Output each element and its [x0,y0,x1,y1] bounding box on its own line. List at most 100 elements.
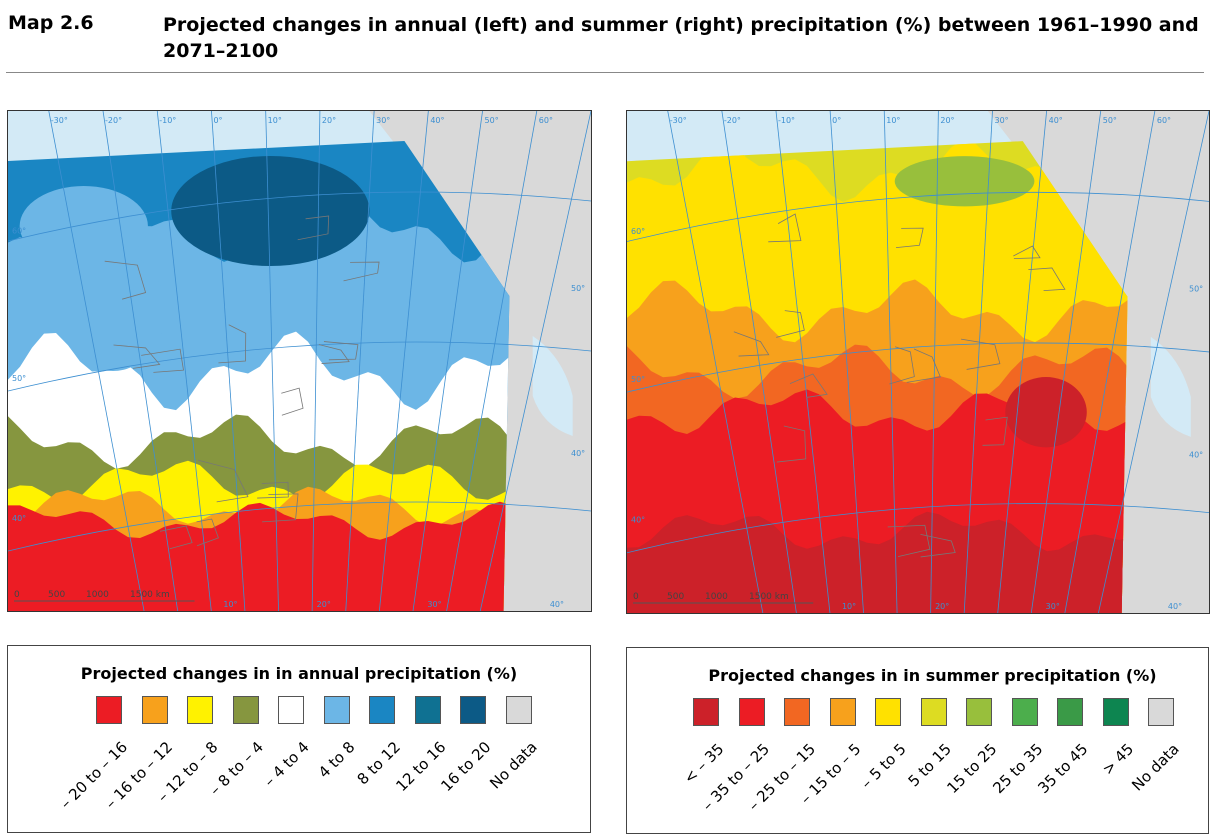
scale-bar-label: 1500 km [130,590,170,600]
longitude-label: 10° [268,116,282,125]
legend-swatch [141,696,168,724]
meridian-line [829,111,864,613]
longitude-label: -30° [51,116,68,125]
legend-swatch [829,698,856,726]
legend-swatch [738,698,765,726]
country-border [343,261,380,282]
meridian-line [667,111,764,613]
longitude-label: -10° [159,116,176,125]
scale-bar-label: 500 [48,590,65,600]
meridian-line [48,111,145,611]
country-border [920,534,956,558]
meridian-line [378,111,429,611]
longitude-label: 30° [994,116,1008,125]
scale-bar-label: 1000 [705,592,728,602]
latitude-label: 50° [1189,285,1203,294]
precipitation-field [8,141,510,611]
meridian-line [997,111,1048,613]
meridian-line [1030,111,1102,613]
meridian-line [265,111,279,611]
country-border [113,344,161,369]
meridian-line [311,111,321,611]
country-border [257,481,289,499]
country-border [982,416,1008,446]
country-border [159,525,193,550]
parallel-line [627,503,1209,554]
map-number: Map 2.6 [8,12,94,34]
precipitation-band [60,251,166,371]
meridian-line [721,111,797,613]
longitude-label: 50° [1103,116,1117,125]
latitude-label: 60° [631,227,645,236]
map-title: Projected changes in annual (left) and s… [163,14,1199,62]
parallel-line [8,501,591,552]
legend-swatch [1102,698,1129,726]
legend-swatch [414,696,441,724]
meridian-line [1098,111,1209,613]
scale-bar-label: 0 [633,592,639,602]
longitude-label: 10° [886,116,900,125]
country-border [297,215,330,241]
meridian-line [412,111,483,611]
summer-precipitation-map: -30°-20°-10°0°10°20°30°40°50°60°70°60°50… [626,110,1210,614]
meridian-line [156,111,212,611]
title-divider [6,72,1204,73]
legend-swatch [323,696,350,724]
meridian-line [1064,111,1156,613]
parallel-line [8,191,591,242]
precipitation-band [8,501,510,611]
latitude-label: 60° [12,227,26,236]
country-border [281,387,304,416]
precipitation-band [894,156,1035,207]
legend-swatch [96,696,122,724]
longitude-label: 0° [832,116,841,125]
legend-swatch [1148,698,1174,726]
longitude-label: -20° [105,116,122,125]
legend-swatch [693,698,719,726]
longitude-label: 40° [1049,116,1063,125]
meridian-line [963,111,993,613]
country-border [733,331,770,357]
country-border [196,518,219,547]
summer-legend-title: Projected changes in in summer precipita… [708,666,1157,685]
country-border [961,338,1001,370]
country-border [776,310,805,338]
annual-legend-title: Projected changes in in annual precipita… [80,664,518,683]
country-border [776,425,807,463]
meridian-line [775,111,831,613]
latitude-label: 50° [631,375,645,384]
no-data-land [369,111,591,611]
longitude-label: 50° [485,116,499,125]
legend-swatch [278,696,304,724]
meridian-line [211,111,246,611]
longitude-label: 60° [1157,116,1171,125]
longitude-label: 20° [940,116,954,125]
precipitation-band [1005,377,1087,448]
meridian-line [479,111,591,611]
country-border [789,373,828,398]
bottom-label: 40° [550,600,564,609]
longitude-label: 0° [213,116,222,125]
legend-swatch [966,698,992,726]
precipitation-field [627,141,1128,613]
latitude-label: 40° [12,514,26,523]
country-border [197,459,249,503]
longitude-label: -30° [670,116,687,125]
parallel-line [8,341,591,392]
sea [532,336,573,436]
scale-bar-label: 1000 [86,590,109,600]
legend-swatch [1011,698,1038,726]
bottom-label: 30° [427,600,441,609]
legend-swatch [920,698,947,726]
bottom-label: 10° [842,602,856,611]
country-border [141,348,184,373]
sea [1150,336,1191,437]
latitude-label: 50° [12,374,26,383]
country-border [218,324,247,364]
latitude-label: 50° [571,284,585,293]
parallel-line [627,191,1209,242]
meridian-line [345,111,375,611]
legend-label: No data [1128,740,1183,795]
precipitation-band [171,156,370,266]
longitude-label: -20° [724,116,741,125]
